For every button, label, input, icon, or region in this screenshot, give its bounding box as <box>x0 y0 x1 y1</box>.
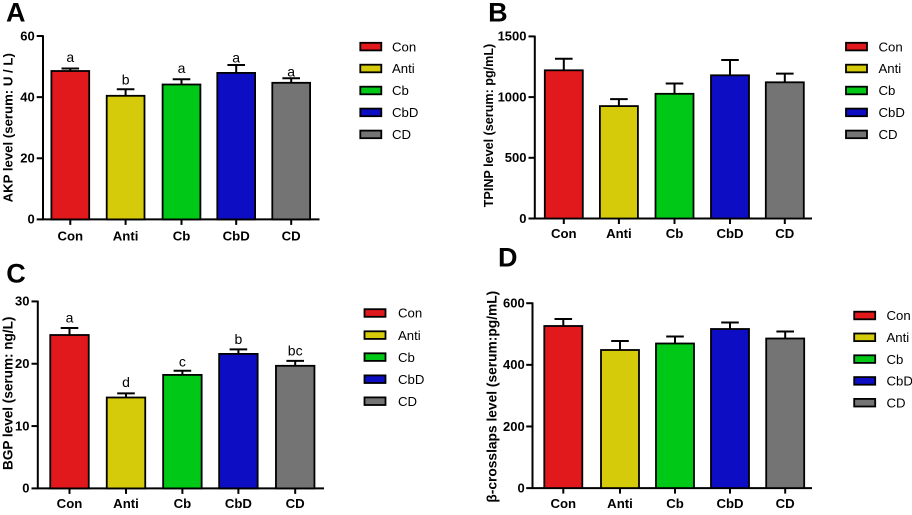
svg-text:20: 20 <box>15 356 29 371</box>
svg-text:CbD: CbD <box>887 374 912 389</box>
svg-text:Cb: Cb <box>666 226 684 241</box>
svg-text:CD: CD <box>775 226 794 241</box>
svg-text:a: a <box>287 63 295 79</box>
svg-text:Con: Con <box>887 308 911 323</box>
svg-text:Cb: Cb <box>173 228 191 243</box>
svg-text:d: d <box>122 374 130 390</box>
svg-text:TPINP level (serum: pg/mL): TPINP level (serum: pg/mL) <box>482 44 496 208</box>
svg-text:Anti: Anti <box>392 61 415 76</box>
svg-text:60: 60 <box>20 28 34 43</box>
svg-text:Cb: Cb <box>398 350 415 365</box>
svg-text:Con: Con <box>57 496 83 510</box>
svg-text:Con: Con <box>398 306 422 321</box>
svg-text:Anti: Anti <box>607 496 633 510</box>
svg-text:c: c <box>179 354 186 370</box>
svg-text:10: 10 <box>15 418 29 433</box>
svg-text:Anti: Anti <box>887 330 910 345</box>
svg-text:0: 0 <box>22 481 29 496</box>
svg-text:Con: Con <box>879 39 903 54</box>
svg-text:Anti: Anti <box>879 61 902 76</box>
svg-text:a: a <box>178 60 186 76</box>
svg-text:20: 20 <box>20 151 34 166</box>
svg-text:CbD: CbD <box>225 496 252 510</box>
svg-text:600: 600 <box>503 296 525 311</box>
svg-text:CD: CD <box>286 496 305 510</box>
svg-text:D: D <box>498 243 518 273</box>
svg-text:Cb: Cb <box>887 352 904 367</box>
svg-text:CbD: CbD <box>879 105 905 120</box>
svg-text:CD: CD <box>879 127 898 142</box>
svg-text:CbD: CbD <box>392 105 418 120</box>
svg-text:Cb: Cb <box>174 496 192 510</box>
svg-text:200: 200 <box>503 419 525 434</box>
svg-text:Anti: Anti <box>606 226 632 241</box>
svg-text:500: 500 <box>505 150 527 165</box>
svg-text:b: b <box>235 331 243 347</box>
svg-text:Con: Con <box>57 228 83 243</box>
svg-text:Anti: Anti <box>113 228 139 243</box>
svg-text:1500: 1500 <box>498 29 527 44</box>
svg-text:40: 40 <box>20 89 34 104</box>
svg-text:B: B <box>488 0 508 28</box>
svg-text:CbD: CbD <box>223 228 250 243</box>
svg-text:CbD: CbD <box>716 496 743 510</box>
svg-text:bc: bc <box>288 343 303 359</box>
svg-text:Con: Con <box>551 226 577 241</box>
svg-text:CD: CD <box>887 395 906 410</box>
svg-text:CD: CD <box>776 496 795 510</box>
svg-text:Cb: Cb <box>666 496 684 510</box>
svg-text:β-crosslaps level (serum:pg/mL: β-crosslaps level (serum:pg/mL) <box>485 291 500 503</box>
svg-text:a: a <box>66 49 74 65</box>
svg-text:A: A <box>6 0 26 27</box>
svg-text:30: 30 <box>15 294 29 309</box>
svg-text:CD: CD <box>392 127 411 142</box>
svg-text:400: 400 <box>503 357 525 372</box>
svg-text:Anti: Anti <box>398 328 421 343</box>
svg-text:Cb: Cb <box>879 83 896 98</box>
svg-text:Con: Con <box>550 496 576 510</box>
svg-text:Cb: Cb <box>392 83 409 98</box>
svg-text:Con: Con <box>392 39 416 54</box>
svg-text:a: a <box>232 49 240 65</box>
svg-text:0: 0 <box>27 212 34 227</box>
svg-text:BGP level (serum: ng/L): BGP level (serum: ng/L) <box>1 317 16 470</box>
svg-text:a: a <box>66 310 74 326</box>
svg-text:0: 0 <box>517 480 524 495</box>
svg-text:b: b <box>122 71 130 87</box>
svg-text:CbD: CbD <box>398 372 424 387</box>
svg-text:CD: CD <box>282 228 301 243</box>
svg-text:AKP level (serum: U / L): AKP level (serum: U / L) <box>0 53 15 202</box>
svg-text:CD: CD <box>398 394 417 409</box>
svg-text:0: 0 <box>519 211 526 226</box>
svg-text:1000: 1000 <box>498 89 527 104</box>
svg-text:C: C <box>6 259 26 289</box>
svg-text:Anti: Anti <box>113 496 139 510</box>
svg-text:CbD: CbD <box>716 226 743 241</box>
